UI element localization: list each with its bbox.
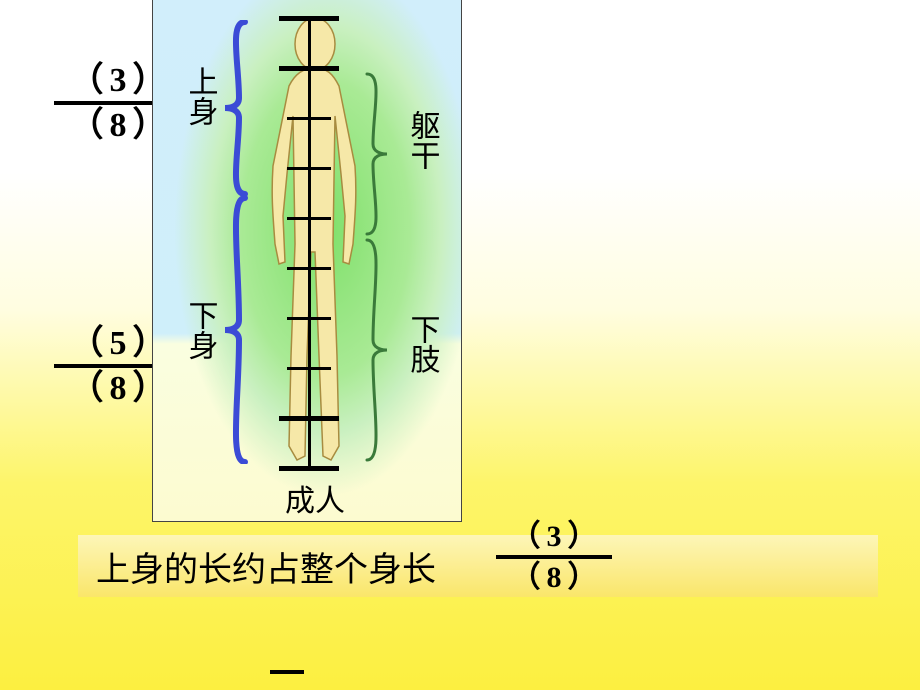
paren-open: （ — [70, 62, 104, 99]
ruler-tick — [287, 267, 331, 270]
label-adult: 成人 — [285, 482, 345, 522]
label-lower-limb: 下肢 — [401, 314, 442, 386]
fraction-upper-numerator: 3 — [110, 62, 127, 99]
ruler-tick-big — [279, 416, 339, 421]
fraction-sentence-denominator: 8 — [547, 561, 562, 594]
paren-open: （ — [511, 520, 541, 553]
body-ruler — [305, 18, 313, 468]
fraction-lower-denominator: 8 — [110, 370, 127, 407]
ruler-tick-big — [279, 16, 339, 21]
anatomy-figure: 上身 下身 躯干 下肢 成人 — [152, 0, 462, 522]
fraction-sentence: （ 3 ） （ 8 ） — [496, 520, 612, 594]
stray-mark — [270, 670, 304, 674]
paren-open: （ — [70, 325, 104, 362]
ruler-vline — [308, 18, 311, 468]
ruler-tick-big — [279, 466, 339, 471]
ruler-tick — [287, 217, 331, 220]
fraction-sentence-numerator: 3 — [547, 520, 562, 553]
paren-close: ） — [568, 561, 598, 594]
paren-close: ） — [568, 520, 598, 553]
brace-torso — [363, 72, 391, 236]
paren-open: （ — [70, 107, 104, 144]
brace-lower-limb — [363, 238, 391, 462]
ruler-tick — [287, 367, 331, 370]
fraction-bar — [496, 555, 612, 559]
paren-open: （ — [70, 370, 104, 407]
ruler-tick-big — [279, 66, 339, 71]
stage: （ 3 ） （ 8 ） （ 5 ） （ 8 ） — [0, 0, 920, 690]
brace-upper-body — [221, 20, 249, 196]
ruler-tick — [287, 117, 331, 120]
ruler-tick — [287, 167, 331, 170]
label-torso: 躯干 — [401, 110, 442, 182]
fraction-lower-numerator: 5 — [110, 325, 127, 362]
fraction-upper-denominator: 8 — [110, 107, 127, 144]
sentence-text: 上身的长约占整个身长 — [96, 542, 436, 591]
brace-lower-body — [221, 196, 249, 464]
ruler-tick — [287, 317, 331, 320]
paren-open: （ — [511, 561, 541, 594]
sentence-bar: 上身的长约占整个身长 — [78, 535, 878, 597]
label-lower-body: 下身 — [179, 300, 220, 372]
label-upper-body: 上身 — [179, 66, 220, 138]
